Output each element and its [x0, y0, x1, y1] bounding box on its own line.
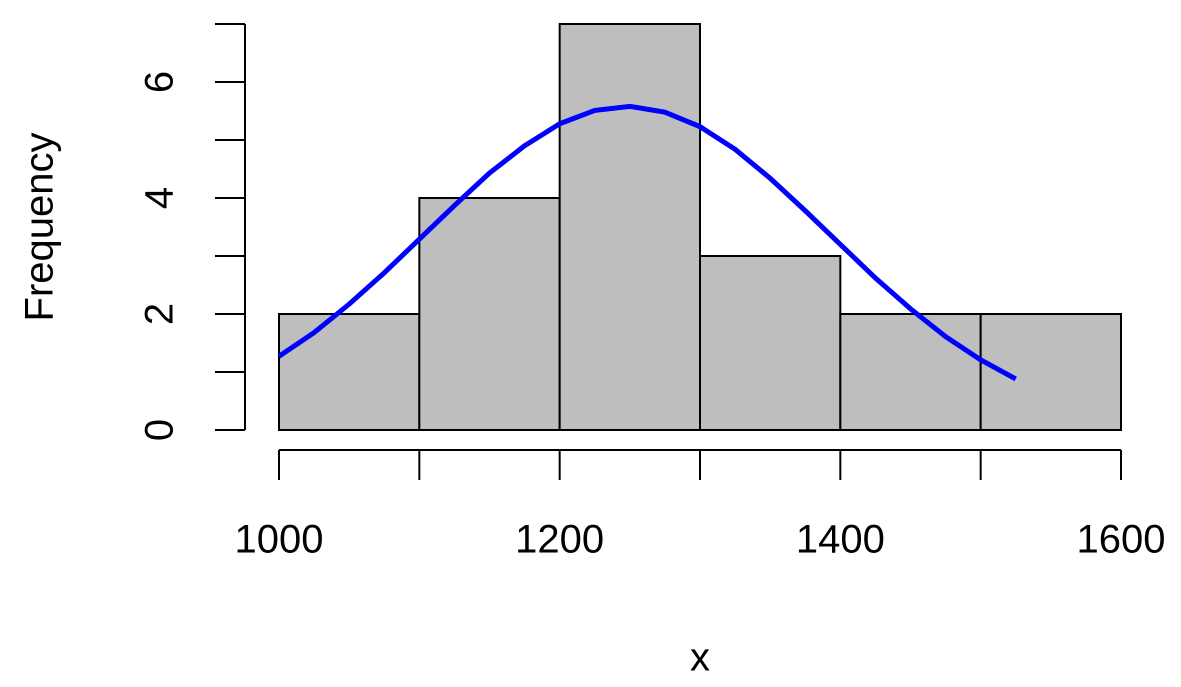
y-axis-label: Frequency: [18, 133, 62, 322]
bar: [839, 313, 982, 431]
y-tick-label: 4: [138, 187, 182, 209]
x-tick-label: 1600: [1077, 518, 1166, 562]
x-tick-label: 1400: [796, 518, 885, 562]
y-tick-label: 2: [138, 303, 182, 325]
x-axis-label: x: [690, 636, 710, 680]
bar: [418, 197, 561, 431]
x-tick-label: 1000: [235, 518, 324, 562]
y-tick-label: 0: [138, 419, 182, 441]
y-tick-label: 6: [138, 71, 182, 93]
x-tick-label: 1200: [515, 518, 604, 562]
bar: [278, 313, 421, 431]
bar: [699, 255, 842, 431]
bar: [558, 23, 702, 431]
density-curve: [277, 103, 1017, 382]
